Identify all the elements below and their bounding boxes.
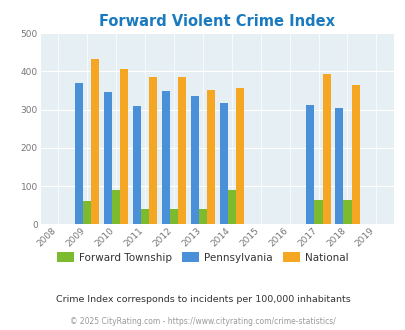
Bar bbox=[177, 78, 185, 224]
Bar bbox=[149, 78, 157, 224]
Bar bbox=[219, 103, 227, 224]
Bar bbox=[314, 200, 322, 224]
Bar bbox=[322, 74, 330, 224]
Bar bbox=[190, 96, 198, 224]
Bar bbox=[119, 69, 128, 224]
Bar bbox=[169, 209, 177, 224]
Bar bbox=[351, 85, 359, 224]
Bar bbox=[335, 108, 343, 224]
Bar bbox=[141, 209, 149, 224]
Bar bbox=[83, 201, 91, 224]
Bar bbox=[343, 200, 351, 224]
Bar bbox=[198, 209, 206, 224]
Bar bbox=[227, 190, 235, 224]
Text: © 2025 CityRating.com - https://www.cityrating.com/crime-statistics/: © 2025 CityRating.com - https://www.city… bbox=[70, 317, 335, 326]
Text: Crime Index corresponds to incidents per 100,000 inhabitants: Crime Index corresponds to incidents per… bbox=[55, 295, 350, 304]
Title: Forward Violent Crime Index: Forward Violent Crime Index bbox=[99, 14, 335, 29]
Bar bbox=[91, 59, 99, 224]
Bar bbox=[306, 105, 314, 224]
Legend: Forward Township, Pennsylvania, National: Forward Township, Pennsylvania, National bbox=[53, 248, 352, 267]
Bar bbox=[111, 190, 119, 224]
Bar bbox=[132, 107, 141, 224]
Bar bbox=[161, 91, 169, 224]
Bar bbox=[206, 90, 214, 224]
Bar bbox=[235, 88, 243, 224]
Bar bbox=[103, 92, 111, 224]
Bar bbox=[75, 83, 83, 224]
